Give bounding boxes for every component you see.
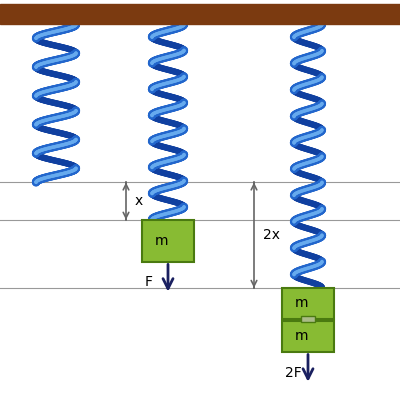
Text: m: m [155,234,169,248]
Bar [301,316,315,322]
Bar [282,321,334,352]
Text: m: m [295,296,309,310]
Text: x: x [135,194,143,208]
Text: m: m [295,329,309,343]
Text: 2x: 2x [263,228,280,242]
Bar [282,288,334,319]
Text: 2F: 2F [285,366,302,380]
Bar [142,220,194,262]
Text: F: F [145,276,153,290]
Bar [0,4,400,24]
